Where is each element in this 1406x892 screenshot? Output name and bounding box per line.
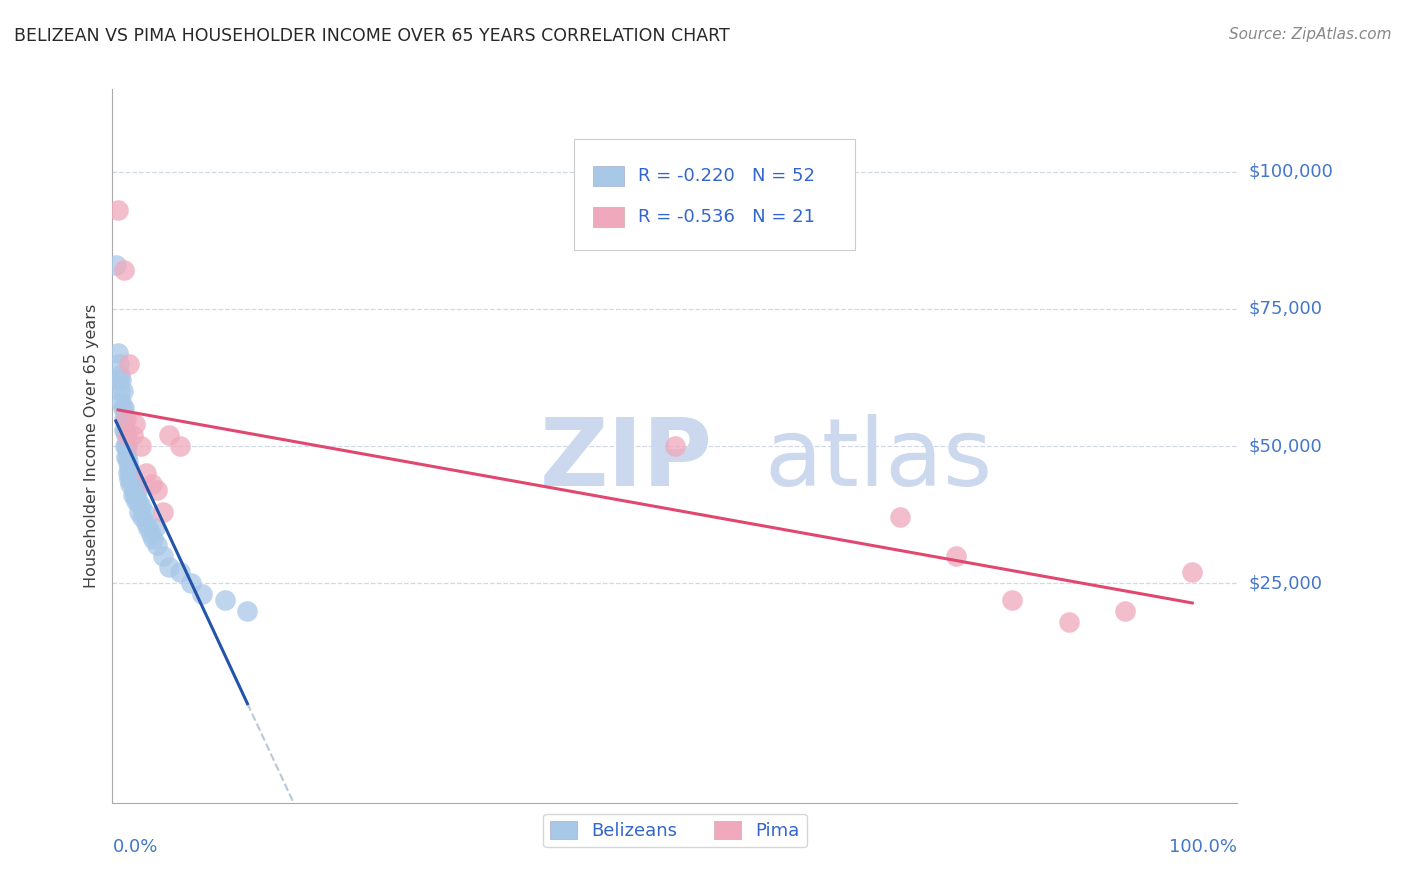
Point: [146, 483, 169, 497]
Text: $100,000: $100,000: [1249, 162, 1333, 180]
Point: [118, 357, 141, 371]
Point: [152, 549, 174, 563]
Point: [132, 505, 155, 519]
Point: [111, 384, 134, 398]
Legend: Belizeans, Pima: Belizeans, Pima: [543, 814, 807, 847]
Point: [117, 467, 139, 481]
Point: [121, 488, 143, 502]
Text: $25,000: $25,000: [1249, 574, 1323, 592]
Point: [115, 428, 138, 442]
Point: [108, 357, 131, 371]
Point: [115, 450, 138, 464]
Point: [110, 368, 132, 382]
Point: [115, 428, 138, 442]
Point: [111, 401, 134, 415]
Point: [152, 505, 174, 519]
Point: [110, 373, 132, 387]
Text: $50,000: $50,000: [1249, 437, 1322, 455]
Point: [141, 477, 163, 491]
Text: atlas: atlas: [765, 414, 993, 507]
Point: [131, 510, 153, 524]
FancyBboxPatch shape: [574, 139, 855, 250]
Point: [135, 467, 157, 481]
Point: [1001, 592, 1024, 607]
Point: [180, 576, 202, 591]
Point: [1057, 615, 1080, 629]
Point: [120, 467, 142, 481]
FancyBboxPatch shape: [593, 207, 624, 227]
Point: [142, 533, 165, 547]
Point: [139, 526, 162, 541]
Point: [118, 472, 141, 486]
Point: [138, 521, 160, 535]
Point: [112, 423, 135, 437]
Text: Source: ZipAtlas.com: Source: ZipAtlas.com: [1229, 27, 1392, 42]
Point: [127, 483, 149, 497]
Point: [124, 488, 146, 502]
Point: [104, 258, 127, 272]
Point: [121, 428, 143, 442]
Point: [135, 516, 157, 530]
Point: [128, 505, 150, 519]
Text: 0.0%: 0.0%: [112, 838, 157, 856]
Point: [107, 202, 129, 217]
Point: [157, 428, 180, 442]
Point: [1181, 566, 1204, 580]
Point: [112, 401, 135, 415]
Text: $75,000: $75,000: [1249, 300, 1323, 318]
Point: [114, 411, 136, 425]
Point: [108, 373, 131, 387]
Point: [112, 411, 135, 425]
Point: [121, 472, 143, 486]
Point: [115, 411, 138, 425]
Point: [143, 521, 166, 535]
Point: [117, 455, 139, 469]
Point: [112, 263, 135, 277]
Text: R = -0.536   N = 21: R = -0.536 N = 21: [638, 208, 814, 227]
Point: [664, 439, 686, 453]
Point: [110, 384, 132, 398]
FancyBboxPatch shape: [593, 166, 624, 186]
Point: [121, 477, 143, 491]
Point: [1114, 604, 1136, 618]
Point: [115, 450, 138, 464]
Point: [945, 549, 967, 563]
Point: [115, 439, 138, 453]
Point: [122, 483, 145, 497]
Point: [146, 538, 169, 552]
Text: R = -0.220   N = 52: R = -0.220 N = 52: [638, 167, 814, 185]
Y-axis label: Householder Income Over 65 years: Householder Income Over 65 years: [83, 304, 98, 588]
Point: [114, 423, 136, 437]
Point: [125, 494, 148, 508]
Point: [110, 395, 132, 409]
Text: BELIZEAN VS PIMA HOUSEHOLDER INCOME OVER 65 YEARS CORRELATION CHART: BELIZEAN VS PIMA HOUSEHOLDER INCOME OVER…: [14, 27, 730, 45]
Text: 100.0%: 100.0%: [1170, 838, 1237, 856]
Point: [236, 604, 259, 618]
Point: [157, 559, 180, 574]
Point: [129, 439, 152, 453]
Point: [107, 345, 129, 359]
Point: [120, 477, 142, 491]
Point: [114, 439, 136, 453]
Point: [191, 587, 214, 601]
Point: [889, 510, 911, 524]
Point: [169, 439, 191, 453]
Point: [169, 566, 191, 580]
Point: [124, 417, 146, 431]
Point: [127, 494, 149, 508]
Point: [118, 461, 141, 475]
Point: [214, 592, 236, 607]
Point: [115, 439, 138, 453]
Text: ZIP: ZIP: [540, 414, 713, 507]
Point: [129, 500, 152, 514]
